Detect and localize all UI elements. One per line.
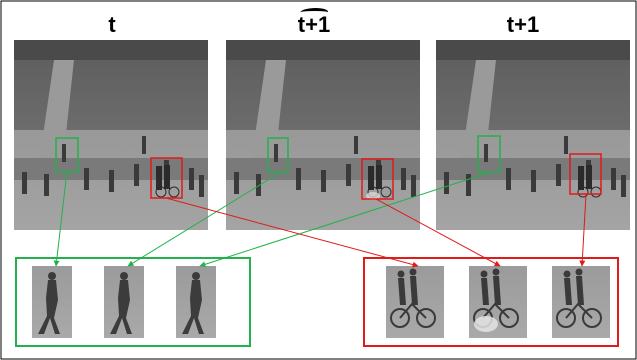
green-crop-2 [104, 266, 144, 338]
red-crop-3 [552, 266, 610, 338]
green-track-box [267, 137, 289, 173]
frame-image-t-plus-1-tilde [226, 40, 420, 230]
green-track-box [477, 135, 501, 173]
red-arrow-1 [165, 197, 419, 268]
red-arrow-2 [375, 198, 501, 267]
red-crop-1 [386, 266, 444, 338]
frame-image-t [14, 40, 208, 230]
green-arrow-3 [199, 171, 492, 268]
tracked-cyclist [366, 165, 392, 200]
red-crop-2 [469, 266, 527, 338]
green-crop-3 [176, 266, 216, 338]
green-crop-1 [32, 266, 72, 338]
frame-title-t-plus-1: t+1 [506, 12, 540, 37]
green-arrow-1 [53, 170, 68, 267]
red-arrow-3 [579, 193, 587, 267]
red-crop-group [363, 257, 619, 347]
red-arrows [165, 193, 587, 268]
frame-title-t-plus-1-tilde: t+1 [297, 12, 331, 37]
frame-title-t: t [108, 12, 116, 37]
green-crop-group [15, 257, 251, 347]
red-track-box [361, 158, 394, 200]
frame-image-t-plus-1 [436, 40, 630, 230]
tracked-cyclist [155, 165, 180, 198]
green-arrows [53, 170, 492, 268]
green-arrow-2 [127, 171, 282, 267]
